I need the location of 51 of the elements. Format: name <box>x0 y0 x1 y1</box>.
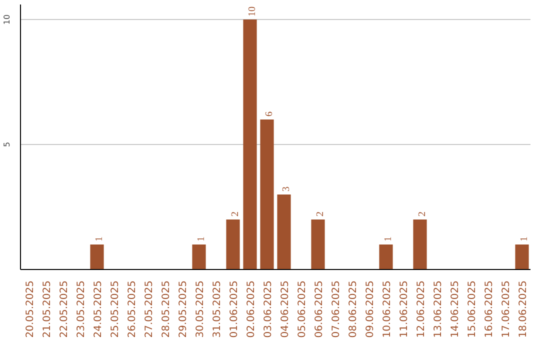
data-label: 1 <box>196 236 207 242</box>
x-tick-label: 24.05.2025 <box>93 280 104 338</box>
y-tick-label: 5 <box>2 142 12 148</box>
x-tick-label: 15.06.2025 <box>467 280 478 338</box>
x-tick-label: 03.06.2025 <box>263 280 274 338</box>
x-tick-label: 12.06.2025 <box>416 280 427 338</box>
x-tick-label: 01.06.2025 <box>229 280 240 338</box>
x-tick-label: 05.06.2025 <box>297 280 308 338</box>
bar <box>90 244 104 270</box>
data-label: 1 <box>94 236 105 242</box>
data-label: 10 <box>247 6 258 16</box>
data-label: 2 <box>417 212 428 216</box>
bar <box>226 220 240 270</box>
x-tick-label: 16.06.2025 <box>484 280 495 338</box>
x-tick-label: 21.05.2025 <box>42 280 53 338</box>
bar <box>192 244 206 270</box>
x-tick-label: 22.05.2025 <box>59 280 70 338</box>
x-tick-label: 07.06.2025 <box>331 280 342 338</box>
data-label: 3 <box>281 186 292 192</box>
x-tick-label: 14.06.2025 <box>450 280 461 338</box>
bar <box>243 20 257 270</box>
bar <box>277 194 291 270</box>
bar <box>379 244 393 270</box>
x-tick-label: 30.05.2025 <box>195 280 206 338</box>
x-tick-label: 04.06.2025 <box>280 280 291 338</box>
data-label: 6 <box>264 112 275 116</box>
bar <box>311 220 325 270</box>
x-tick-label: 20.05.2025 <box>25 280 36 338</box>
x-tick-label: 27.05.2025 <box>144 280 155 338</box>
data-label: 2 <box>315 212 326 216</box>
x-tick-label: 11.06.2025 <box>399 280 410 338</box>
x-tick-label: 06.06.2025 <box>314 280 325 338</box>
x-tick-label: 29.05.2025 <box>178 280 189 338</box>
bar <box>260 120 274 270</box>
bar <box>515 244 529 270</box>
x-tick-label: 26.05.2025 <box>127 280 138 338</box>
x-tick-label: 25.05.2025 <box>110 280 121 338</box>
x-tick-label: 09.06.2025 <box>365 280 376 338</box>
data-label: 1 <box>519 236 530 242</box>
x-tick-label: 13.06.2025 <box>433 280 444 338</box>
bar <box>413 220 427 270</box>
x-tick-label: 02.06.2025 <box>246 280 257 338</box>
x-tick-label: 28.05.2025 <box>161 280 172 338</box>
x-tick-label: 23.05.2025 <box>76 280 87 338</box>
x-tick-label: 17.06.2025 <box>501 280 512 338</box>
x-tick-label: 18.06.2025 <box>518 280 529 338</box>
x-tick-label: 31.05.2025 <box>212 280 223 338</box>
x-tick-label: 08.06.2025 <box>348 280 359 338</box>
data-label: 1 <box>383 236 394 242</box>
data-label: 2 <box>230 212 241 216</box>
x-tick-label: 10.06.2025 <box>382 280 393 338</box>
